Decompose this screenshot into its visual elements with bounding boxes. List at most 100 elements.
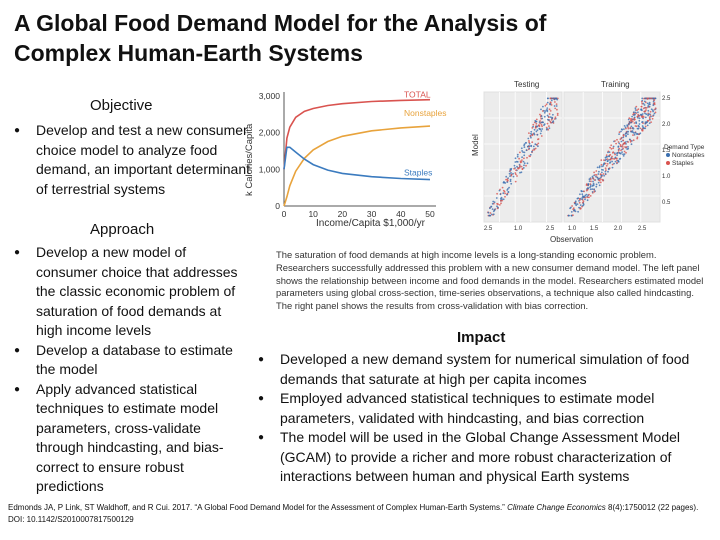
scatter-point	[544, 104, 547, 107]
scatter-point	[650, 108, 653, 111]
scatter-point	[536, 143, 538, 146]
scatter-point	[595, 185, 598, 188]
scatter-point	[623, 125, 626, 127]
scatter-point	[537, 145, 539, 148]
scatter-point	[523, 143, 526, 146]
scatter-point	[579, 207, 582, 210]
scatter-point	[633, 133, 636, 136]
scatter-point	[641, 97, 644, 100]
scatter-point	[500, 196, 503, 199]
legend-label-nonstaples: Nonstaples	[672, 152, 705, 159]
scatter-point	[605, 169, 607, 171]
scatter-point	[531, 127, 534, 129]
series-line-staples	[283, 146, 431, 181]
scatter-point	[536, 133, 539, 136]
scatter-point	[652, 114, 655, 117]
scatter-point	[526, 156, 528, 159]
scatter-point	[624, 146, 626, 148]
scatter-point	[614, 140, 616, 142]
y-tick-label: 0.5	[662, 200, 671, 206]
scatter-point	[619, 138, 622, 141]
scatter-point	[629, 126, 632, 129]
scatter-point	[501, 186, 504, 189]
scatter-point	[522, 151, 524, 153]
scatter-point	[595, 170, 598, 172]
scatter-point	[554, 97, 556, 100]
scatter-point	[550, 104, 553, 106]
scatter-point	[653, 99, 655, 101]
scatter-point	[490, 205, 492, 208]
scatter-point	[633, 122, 636, 124]
scatter-point	[634, 111, 637, 114]
scatter-point	[540, 135, 543, 137]
scatter-point	[518, 166, 521, 169]
scatter-point	[654, 97, 657, 100]
scatter-point	[647, 97, 650, 100]
scatter-point	[580, 190, 583, 192]
scatter-point	[622, 134, 625, 137]
scatter-point	[502, 198, 505, 201]
scatter-point	[528, 147, 531, 150]
scatter-point	[618, 147, 621, 150]
scatter-point	[636, 127, 639, 130]
scatter-point	[627, 127, 630, 130]
scatter-point	[492, 213, 495, 216]
scatter-point	[652, 104, 655, 107]
scatter-point	[536, 129, 539, 131]
scatter-point	[517, 167, 519, 170]
scatter-point	[620, 130, 622, 133]
scatter-point	[641, 121, 643, 123]
scatter-point	[548, 116, 550, 119]
scatter-point	[623, 150, 626, 153]
scatter-point	[498, 204, 501, 206]
scatter-point	[491, 202, 494, 205]
scatter-point	[618, 131, 621, 134]
scatter-point	[532, 145, 535, 148]
scatter-point	[640, 105, 643, 108]
scatter-point	[641, 109, 643, 112]
scatter-point	[653, 102, 655, 105]
scatter-point	[630, 119, 632, 122]
scatter-point	[624, 132, 627, 135]
scatter-point	[623, 128, 625, 130]
scatter-point	[620, 136, 623, 139]
x-tick-label: 40	[396, 209, 406, 219]
scatter-point	[514, 161, 517, 163]
y-tick-label: 2,000	[259, 128, 281, 138]
scatter-point	[574, 200, 577, 203]
scatter-point	[591, 191, 594, 193]
scatter-point	[510, 173, 513, 176]
series-label-staples: Staples	[404, 168, 432, 178]
scatter-point	[592, 184, 594, 187]
income-calories-chart: 0 10 20 30 40 50 0 1,000 2,000 3,000 TOTAL Nonstap…	[244, 90, 447, 229]
scatter-point	[519, 161, 522, 164]
scatter-point	[647, 113, 650, 116]
legend-title: Demand Type	[664, 144, 705, 151]
scatter-point	[617, 141, 620, 143]
x-tick-label: 50	[425, 209, 435, 219]
scatter-point	[644, 125, 647, 128]
scatter-point	[649, 118, 651, 121]
scatter-point	[595, 175, 597, 178]
scatter-point	[556, 114, 559, 116]
scatter-point	[619, 152, 621, 155]
scatter-point	[644, 116, 647, 119]
scatter-point	[587, 183, 590, 185]
scatter-point	[534, 147, 537, 150]
scatter-point	[528, 141, 531, 144]
scatter-point	[583, 190, 585, 193]
scatter-point	[616, 154, 618, 157]
scatter-point	[588, 178, 591, 181]
scatter-point	[591, 175, 594, 178]
scatter-point	[644, 106, 647, 109]
scatter-point	[638, 117, 641, 120]
scatter-point	[607, 170, 609, 173]
scatter-point	[506, 189, 509, 191]
scatter-point	[521, 168, 524, 171]
citation-journal: Climate Change Economics	[507, 503, 606, 512]
scatter-point	[618, 133, 620, 135]
scatter-point	[642, 117, 644, 120]
scatter-point	[501, 199, 503, 202]
scatter-point	[586, 199, 589, 202]
scatter-point	[509, 168, 512, 170]
